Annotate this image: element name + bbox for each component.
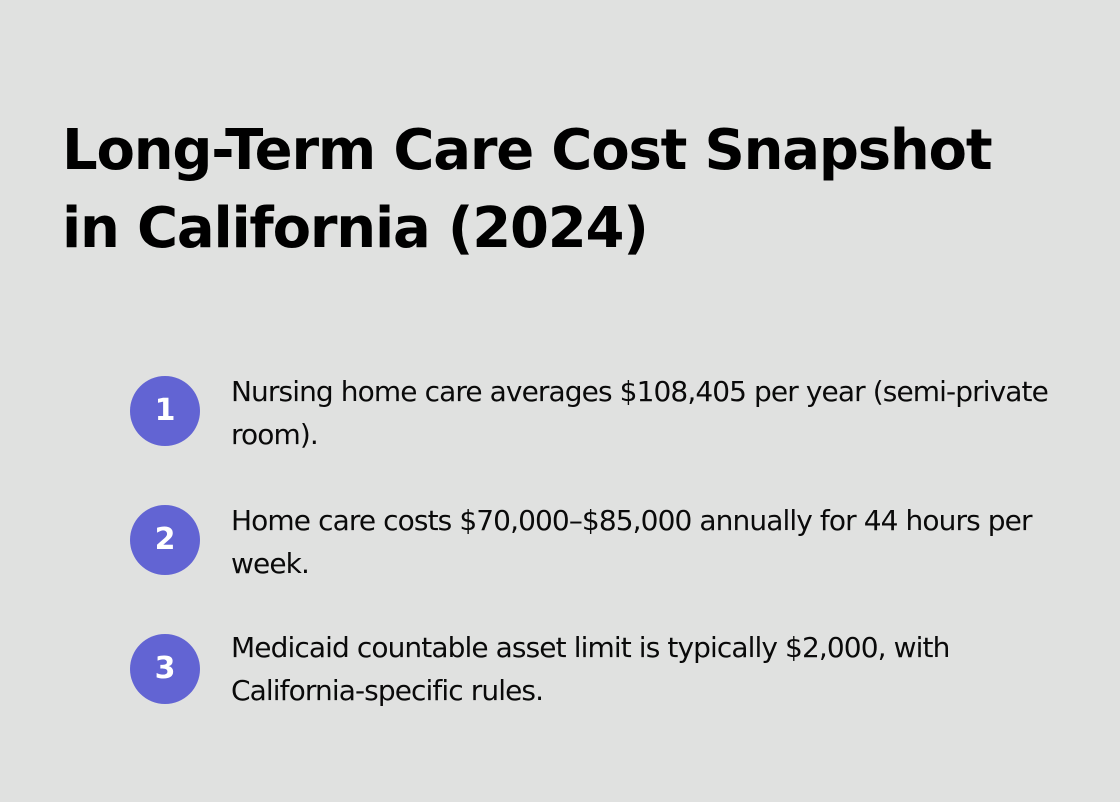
number-badge: 1 xyxy=(130,376,200,446)
list-item: 2 Home care costs $70,000–$85,000 annual… xyxy=(130,504,1050,595)
list-item-text: Home care costs $70,000–$85,000 annually… xyxy=(231,504,1032,580)
list-item: 3 Medicaid countable asset limit is typi… xyxy=(130,631,1050,724)
list-item: 1 Nursing home care averages $108,405 pe… xyxy=(130,375,1050,466)
list-item-text: Medicaid countable asset limit is typica… xyxy=(231,631,950,707)
number-badge: 2 xyxy=(130,505,200,575)
list-item-text: Nursing home care averages $108,405 per … xyxy=(231,375,1049,451)
number-badge: 3 xyxy=(130,634,200,704)
page-title: Long-Term Care Cost Snapshot in Californ… xyxy=(62,118,993,261)
